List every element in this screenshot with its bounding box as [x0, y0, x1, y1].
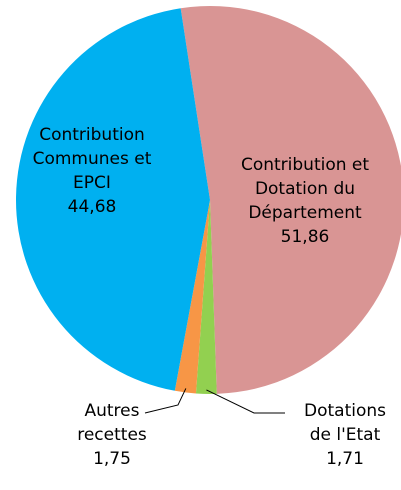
slice-label: Contribution et Dotation du Département: [241, 155, 369, 223]
pie-slice: [180, 6, 401, 394]
slice-label: Dotations de l'Etat: [304, 401, 386, 445]
slice-value: 51,86: [281, 227, 330, 247]
pie-slice: [174, 200, 210, 394]
pie-slice: [195, 200, 217, 394]
slice-label: Autres recettes: [77, 401, 147, 445]
leader-line: [144, 388, 187, 414]
slice-value: 1,71: [326, 449, 364, 469]
slice-label: Contribution Communes et EPCI: [33, 125, 152, 193]
slice-value: 1,75: [93, 449, 131, 469]
slice-value: 44,68: [68, 197, 117, 217]
pie-slice: [16, 8, 211, 391]
leader-line: [206, 389, 285, 414]
